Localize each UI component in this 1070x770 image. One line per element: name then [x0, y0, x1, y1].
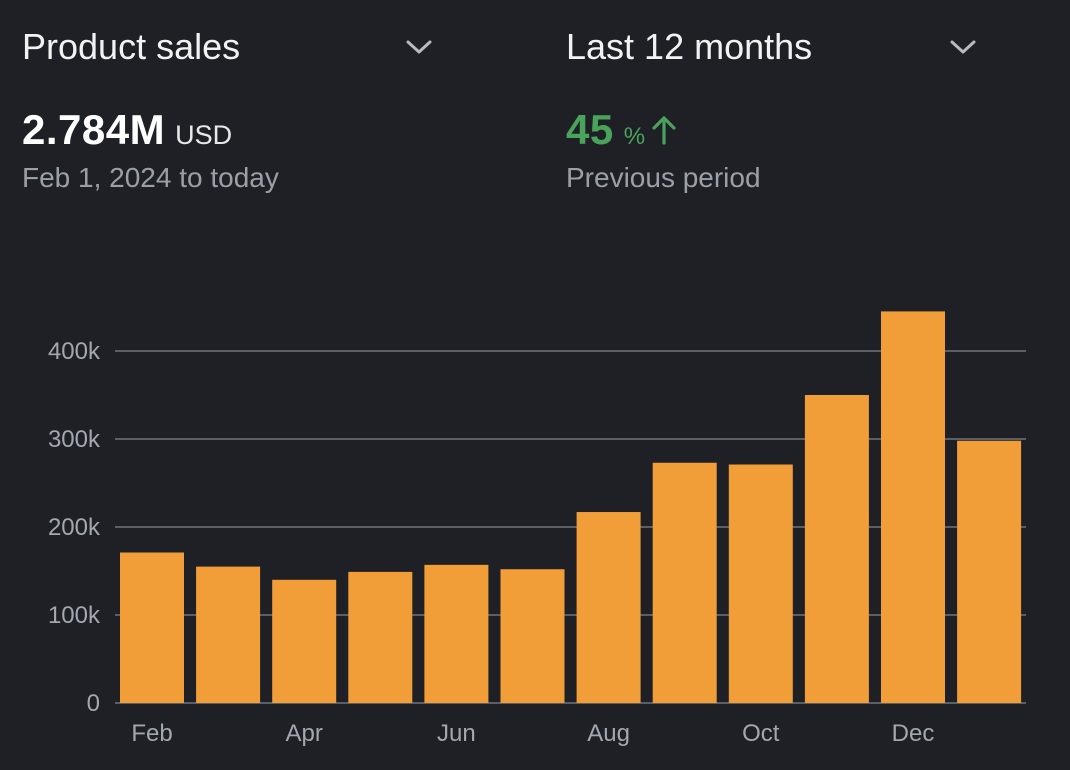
y-tick-label: 0	[87, 690, 100, 717]
period-select-label: Last 12 months	[566, 26, 813, 67]
chevron-down-icon	[406, 40, 432, 54]
x-tick-label: Apr	[286, 720, 323, 747]
currency-label: USD	[175, 120, 233, 150]
bar-dec[interactable]	[881, 311, 945, 703]
x-tick-label: Aug	[587, 720, 630, 747]
bar-feb[interactable]	[120, 552, 184, 703]
comparison-label: Previous period	[566, 162, 761, 193]
bar-oct[interactable]	[728, 464, 793, 703]
x-tick-label: Jun	[437, 720, 476, 747]
bar-mar[interactable]	[196, 566, 261, 703]
bar-nov[interactable]	[804, 395, 869, 703]
x-tick-label: Dec	[892, 720, 935, 747]
sales-bar-chart: 0 100k 200k 300k 400k Feb Apr Jun Aug Oct Dec	[48, 311, 1026, 747]
growth-indicator: 45 %	[566, 106, 677, 154]
bar-jun[interactable]	[424, 564, 489, 703]
chevron-down-icon	[950, 40, 976, 54]
date-range: Feb 1, 2024 to today	[22, 162, 279, 193]
y-tick-label: 400k	[48, 338, 101, 365]
bar-apr[interactable]	[272, 579, 337, 703]
y-tick-label: 100k	[48, 602, 101, 629]
arrow-up-icon	[652, 116, 676, 145]
x-tick-label: Oct	[742, 720, 780, 747]
bar-may[interactable]	[348, 571, 413, 703]
metric-select-label: Product sales	[22, 26, 241, 67]
x-axis: Feb Apr Jun Aug Oct Dec	[131, 720, 934, 747]
total-sales: 2.784M USD	[22, 106, 232, 154]
y-axis: 0 100k 200k 300k 400k	[48, 338, 101, 717]
bar-jul[interactable]	[500, 569, 565, 703]
growth-value: 45	[566, 106, 614, 153]
period-select[interactable]: Last 12 months	[566, 22, 976, 72]
bar-sep[interactable]	[652, 462, 717, 703]
growth-unit: %	[623, 123, 646, 150]
chart-grid	[115, 350, 1026, 704]
x-tick-label: Feb	[131, 720, 172, 747]
y-tick-label: 300k	[48, 426, 101, 453]
bar-jan[interactable]	[957, 440, 1022, 703]
bar-aug[interactable]	[576, 512, 641, 703]
bars	[120, 311, 1022, 703]
y-tick-label: 200k	[48, 514, 101, 541]
metric-select[interactable]: Product sales	[22, 22, 432, 72]
total-sales-value: 2.784M	[22, 106, 166, 153]
